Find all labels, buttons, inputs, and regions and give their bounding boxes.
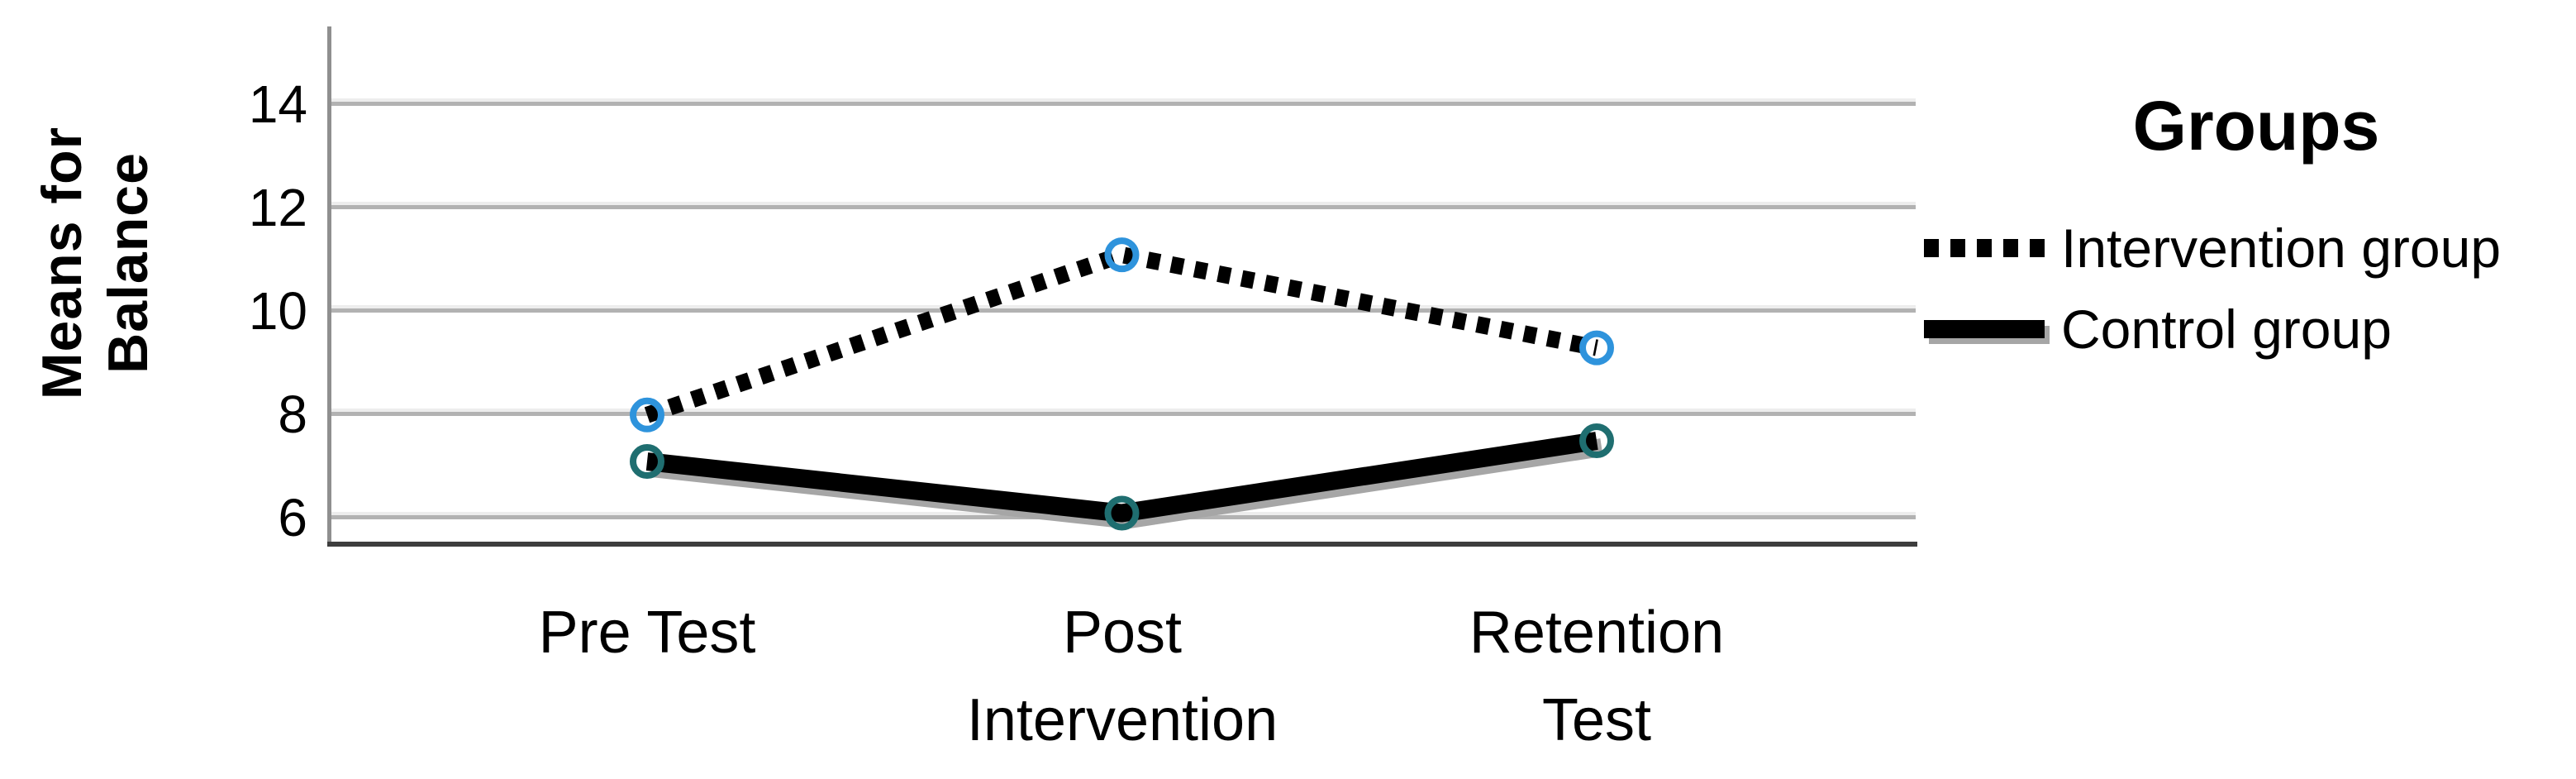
- dotted-line-swatch: [1924, 239, 2045, 257]
- solid-line-swatch: [1924, 320, 2045, 338]
- gridline-10: [331, 305, 1916, 313]
- data-point-marker: [1579, 423, 1614, 459]
- x-category-label-post-intervention: Post Intervention: [858, 589, 1387, 764]
- data-point-marker: [630, 444, 664, 480]
- x-category-line: Pre Test: [538, 600, 756, 666]
- y-tick-label-14: 14: [248, 74, 307, 134]
- x-category-line: Intervention: [966, 687, 1278, 753]
- data-point-marker: [1104, 237, 1140, 273]
- control-group-line: [645, 432, 1598, 523]
- legend-item-control-group: Control group: [1924, 298, 2392, 361]
- x-category-label-pre-test: Pre Test: [383, 589, 912, 676]
- gridline-8: [331, 409, 1916, 416]
- legend-item-label: Intervention group: [2061, 217, 2502, 279]
- y-tick-label-6: 6: [278, 488, 307, 547]
- legend-item-intervention-group: Intervention group: [1924, 217, 2501, 280]
- y-axis-title-line2: Balance: [97, 152, 160, 374]
- y-tick-label-12: 12: [248, 178, 307, 237]
- data-point-marker: [1104, 495, 1140, 531]
- x-category-line: Test: [1541, 687, 1652, 753]
- legend-item-label: Control group: [2061, 299, 2392, 360]
- plot-area: [630, 237, 1614, 531]
- y-axis-title: Means for Balance: [29, 56, 161, 470]
- gridline-12: [331, 202, 1916, 209]
- y-axis-line: [327, 26, 331, 547]
- x-category-line: Post: [1062, 600, 1183, 666]
- y-axis-title-line1: Means for: [31, 126, 93, 400]
- x-category-line: Retention: [1469, 600, 1725, 666]
- data-point-marker: [630, 397, 664, 433]
- intervention-group-line: [644, 246, 1598, 423]
- x-category-label-retention-test: Retention Test: [1332, 589, 1861, 764]
- data-point-marker: [1579, 330, 1614, 366]
- y-tick-label-10: 10: [248, 281, 307, 341]
- gridline-14: [331, 98, 1916, 106]
- x-axis-line: [327, 542, 1917, 547]
- legend-title: Groups: [2132, 87, 2380, 165]
- y-tick-label-8: 8: [278, 385, 307, 444]
